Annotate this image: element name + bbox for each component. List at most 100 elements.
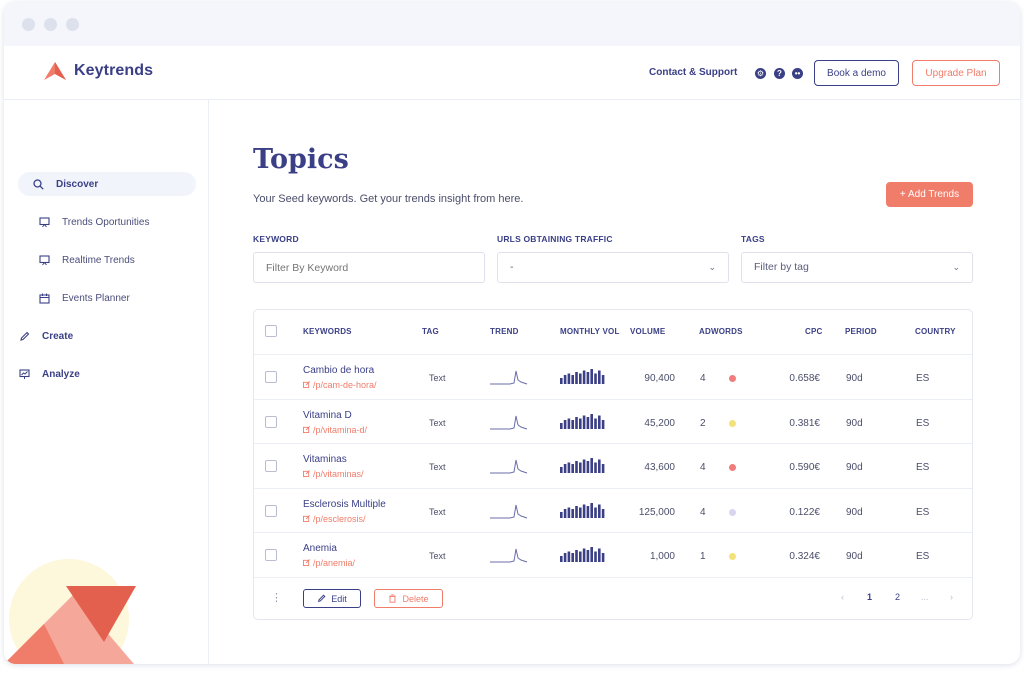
monthly-volume-bars [560, 458, 605, 474]
adwords-cell: 4 [700, 506, 706, 518]
column-header-volume[interactable]: VOLUME [630, 327, 666, 336]
calendar-icon [38, 292, 50, 304]
window-minimize-dot[interactable] [44, 18, 57, 31]
volume-cell: 1,000 [649, 551, 675, 563]
column-header-adwords[interactable]: ADWORDS [699, 327, 743, 336]
sidebar-item-events-planner[interactable]: Events Planner [38, 286, 130, 310]
volume-cell: 90,400 [644, 373, 675, 384]
window-maximize-dot[interactable] [66, 18, 79, 31]
topics-table: KEYWORDS TAG TREND MONTHLY VOL VOLUME AD… [253, 309, 973, 620]
book-demo-button[interactable]: Book a demo [814, 60, 899, 86]
volume-cell: 45,200 [644, 417, 675, 429]
page-title: Topics [253, 144, 349, 175]
edit-button[interactable]: Edit [303, 589, 361, 608]
column-header-keywords[interactable]: KEYWORDS [303, 327, 352, 336]
keyword-url-link[interactable]: /p/vitamina-d/ [303, 425, 367, 435]
window-close-dot[interactable] [22, 18, 35, 31]
keytrends-logo-icon [44, 62, 66, 80]
page-2-link[interactable]: 2 [895, 592, 901, 602]
urls-filter-select[interactable]: - ⌄ [497, 252, 729, 283]
tag-cell: Text [429, 551, 446, 562]
monthly-volume-bars [560, 502, 605, 518]
sidebar-item-realtime-trends[interactable]: Realtime Trends [38, 248, 135, 272]
keyword-url-text: /p/vitamina-d/ [313, 424, 368, 435]
keyword-link[interactable]: Anemia [303, 543, 337, 555]
country-cell: ES [916, 373, 930, 384]
column-header-tag[interactable]: TAG [422, 327, 439, 336]
trend-sparkline [490, 370, 528, 385]
row-checkbox[interactable] [265, 549, 277, 562]
prev-page-icon[interactable]: ‹ [841, 592, 844, 602]
table-row[interactable]: Vitaminas/p/vitaminas/Text 43,600 4 0.590€ 9… [254, 443, 972, 487]
row-checkbox[interactable] [265, 504, 277, 517]
adwords-cell: 1 [700, 551, 706, 563]
keyword-link[interactable]: Vitamina D [303, 409, 352, 421]
contact-support-link[interactable]: Contact & Support [649, 67, 738, 78]
table-row[interactable]: Cambio de hora/p/cam-de-hora/Text 90,400 4… [254, 354, 972, 398]
tags-filter-select[interactable]: Filter by tag ⌄ [741, 252, 973, 283]
delete-button[interactable]: Delete [374, 589, 443, 608]
add-trends-button[interactable]: + Add Trends [886, 182, 973, 207]
keyword-url-link[interactable]: /p/esclerosis/ [303, 514, 366, 524]
app-header: Keytrends Contact & Support ⚙ ? •• Book … [4, 46, 1020, 100]
cpc-cell: 0.122€ [789, 506, 820, 518]
trash-icon [389, 594, 397, 603]
sidebar-item-label: Events Planner [62, 292, 130, 304]
keyword-filter-input[interactable] [253, 252, 485, 283]
tags-filter-placeholder: Filter by tag [754, 261, 809, 273]
sidebar-item-analyze[interactable]: Analyze [18, 362, 80, 386]
pencil-icon [18, 330, 30, 342]
select-all-checkbox[interactable] [265, 325, 277, 337]
sidebar-item-trends-oportunities[interactable]: Trends Oportunities [38, 210, 149, 234]
sidebar-item-label: Create [42, 330, 74, 342]
pencil-icon [318, 594, 326, 603]
keyword-link[interactable]: Vitaminas [303, 454, 347, 466]
keyword-url-link[interactable]: /p/cam-de-hora/ [303, 380, 377, 390]
gear-icon[interactable]: ⚙ [755, 68, 766, 79]
adwords-cell: 4 [700, 462, 706, 474]
page-1-link[interactable]: 1 [867, 592, 873, 602]
help-icon[interactable]: ? [774, 68, 785, 79]
search-icon [32, 178, 44, 190]
table-row[interactable]: Esclerosis Multiple/p/esclerosis/Text 125… [254, 487, 972, 532]
external-link-icon [303, 514, 310, 522]
keyword-link[interactable]: Esclerosis Multiple [303, 498, 386, 510]
main-content: Topics Your Seed keywords. Get your tren… [210, 100, 1020, 664]
column-header-country[interactable]: COUNTRY [915, 327, 956, 336]
keyword-url-text: /p/esclerosis/ [313, 513, 366, 524]
upgrade-plan-button[interactable]: Upgrade Plan [912, 60, 1000, 86]
column-header-cpc[interactable]: CPC [805, 327, 823, 336]
volume-cell: 43,600 [644, 462, 675, 474]
row-checkbox[interactable] [265, 371, 277, 383]
more-options-icon[interactable]: ⋮ [271, 592, 282, 604]
row-checkbox[interactable] [265, 415, 277, 428]
urls-filter-label: URLS OBTAINING TRAFFIC [497, 234, 613, 244]
row-checkbox[interactable] [265, 460, 277, 473]
column-header-trend[interactable]: TREND [490, 327, 519, 336]
monthly-volume-bars [560, 369, 605, 384]
keyword-link[interactable]: Cambio de hora [303, 365, 375, 376]
volume-cell: 125,000 [638, 506, 675, 518]
keyword-url-link[interactable]: /p/vitaminas/ [303, 469, 364, 479]
cpc-cell: 0.381€ [789, 417, 820, 429]
country-cell: ES [916, 506, 930, 518]
keyword-url-text: /p/vitaminas/ [313, 469, 364, 480]
adwords-cell: 4 [700, 373, 706, 384]
sidebar-item-create[interactable]: Create [18, 324, 73, 348]
column-header-period[interactable]: PERIOD [845, 327, 877, 336]
keyword-url-link[interactable]: /p/anemia/ [303, 558, 355, 568]
sidebar-item-label: Realtime Trends [62, 254, 135, 266]
external-link-icon [303, 381, 310, 388]
column-header-monthly-vol[interactable]: MONTHLY VOL [560, 327, 620, 336]
app-window: Keytrends Contact & Support ⚙ ? •• Book … [4, 2, 1020, 664]
sidebar-item-discover[interactable]: Discover [18, 172, 196, 196]
table-row[interactable]: Vitamina D/p/vitamina-d/Text 45,200 2 0.381… [254, 398, 972, 443]
keyword-filter-label: KEYWORD [253, 234, 299, 244]
external-link-icon [303, 470, 310, 478]
table-row[interactable]: Anemia/p/anemia/Text 1,000 1 0.324€ 90d ES [254, 532, 972, 576]
discord-icon[interactable]: •• [792, 68, 803, 79]
keyword-url-text: /p/cam-de-hora/ [313, 380, 377, 390]
trend-sparkline [490, 460, 528, 474]
next-page-icon[interactable]: › [950, 592, 953, 602]
brand-logo[interactable]: Keytrends [42, 60, 153, 82]
